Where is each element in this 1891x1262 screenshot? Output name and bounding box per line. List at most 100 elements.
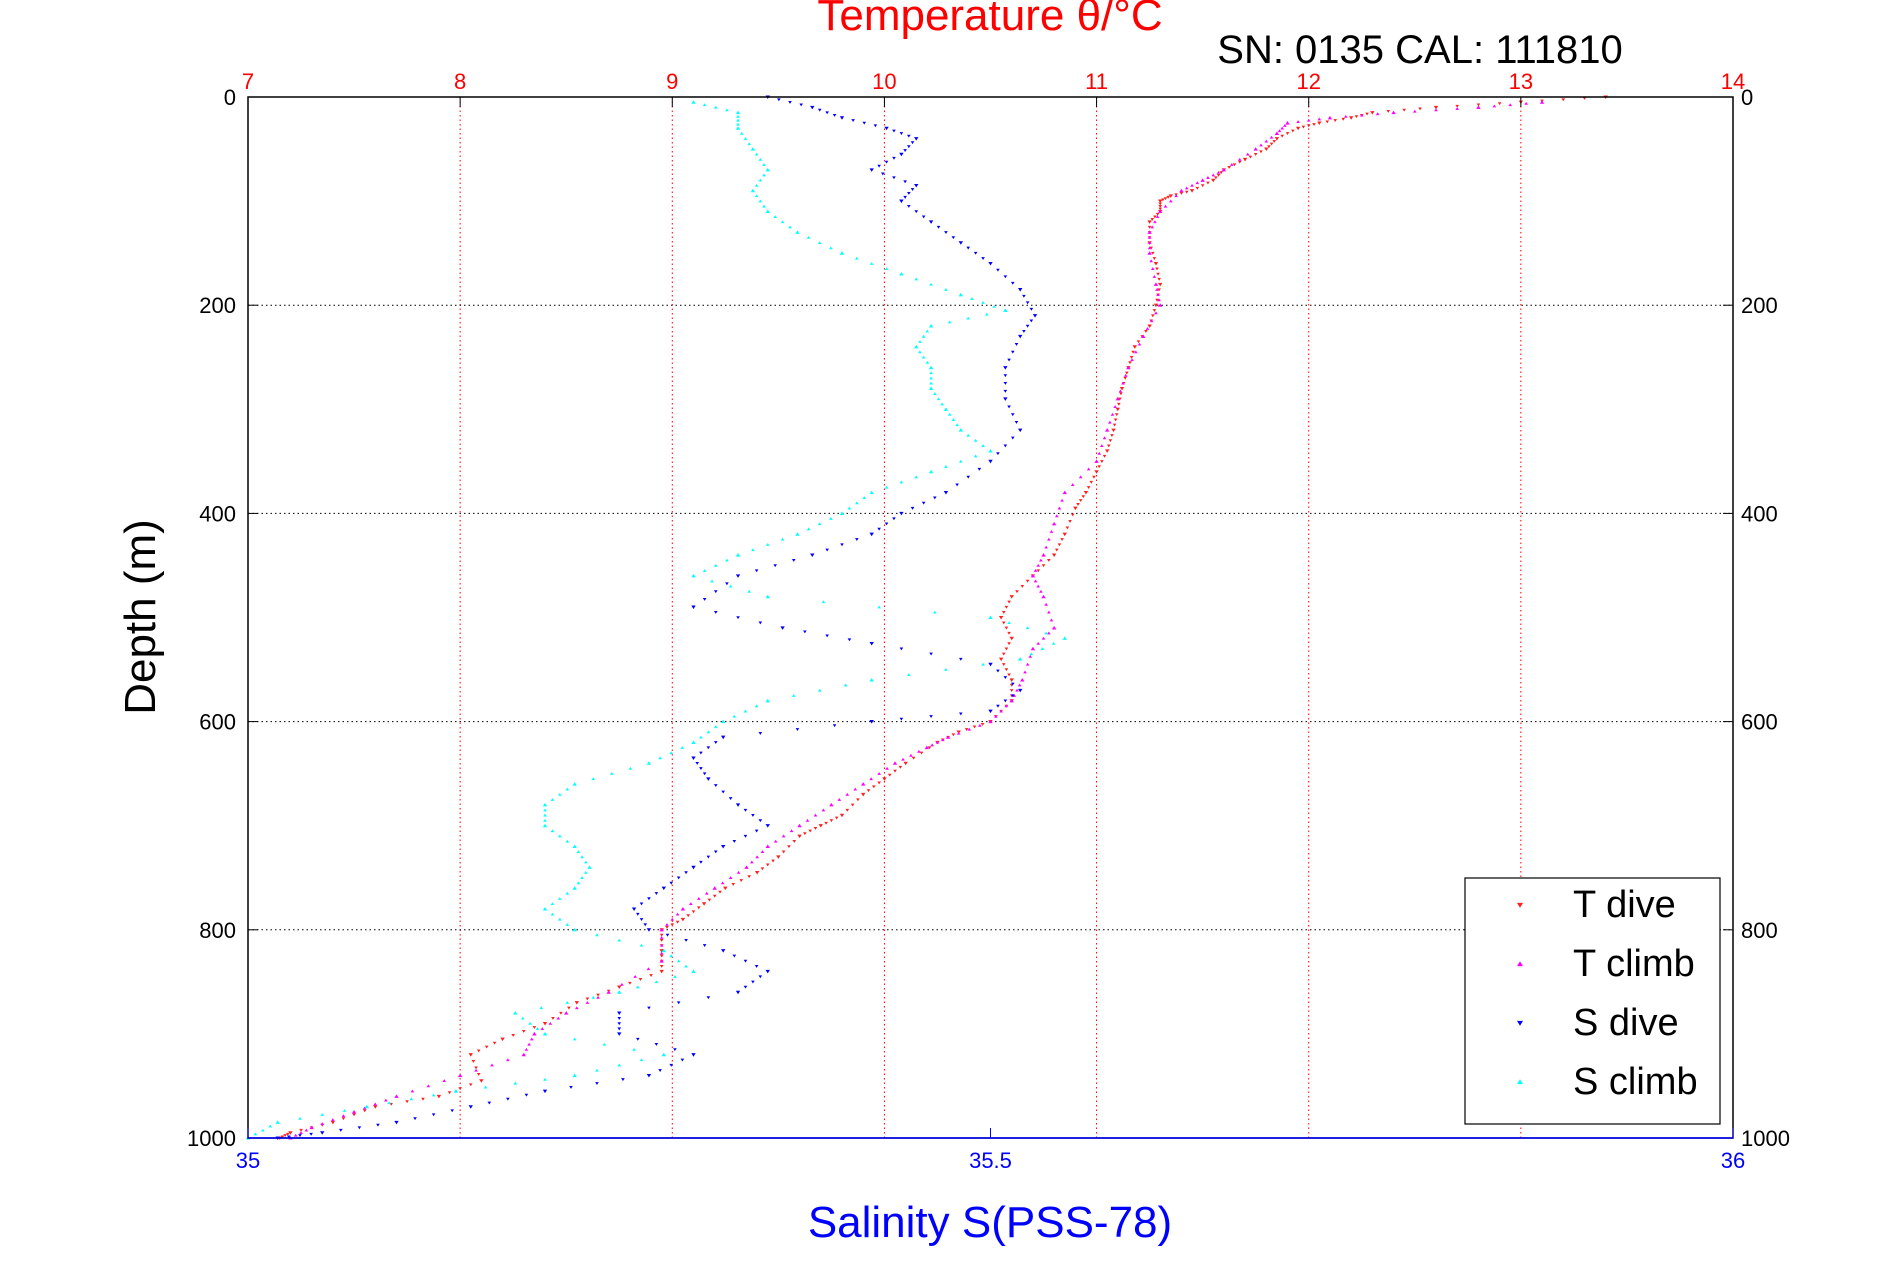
data-point [636,985,640,989]
data-point [829,516,833,520]
data-point [1455,107,1460,110]
left-axis-tick-label: 600 [199,710,236,735]
data-point [1150,251,1155,255]
data-point [331,1118,335,1122]
data-point [929,715,933,719]
data-point [1156,293,1160,297]
data-point [565,839,570,843]
data-point [487,1101,492,1105]
data-point [631,907,637,911]
data-point [1110,434,1114,437]
data-point [1126,365,1131,370]
data-point [744,865,749,869]
data-point [903,149,907,152]
data-point [699,751,703,755]
data-point [1179,192,1184,195]
data-point [506,1097,510,1101]
data-point [1158,303,1163,307]
data-point [1092,475,1096,479]
data-point [1119,392,1123,396]
data-point [1009,698,1014,703]
data-point [806,235,811,239]
data-point [658,1069,662,1072]
data-point [1433,105,1439,110]
data-point [743,834,748,838]
data-point [725,558,729,562]
data-point [342,1109,347,1112]
data-point [773,564,777,568]
data-point [776,855,781,859]
data-point [1184,190,1189,194]
data-point [617,985,622,990]
data-point [747,589,751,593]
data-point [1062,490,1067,495]
data-point [1113,418,1118,422]
data-point [750,147,756,151]
data-point [539,1006,544,1010]
data-point [524,1093,529,1097]
data-point [511,1033,515,1037]
data-point [927,746,932,750]
data-point [654,1043,659,1046]
data-point [483,1085,488,1089]
data-point [1062,636,1067,640]
data-point [633,975,637,978]
right-axis-tick-label: 1000 [1741,1126,1790,1151]
data-point [1029,319,1034,323]
data-point [967,727,972,731]
data-point [832,724,837,728]
data-point [1040,647,1045,650]
data-point [988,719,993,724]
data-point [845,808,850,812]
data-point [421,1097,425,1101]
data-point [728,584,733,588]
data-point [869,532,874,537]
data-point [1018,334,1023,339]
data-point [1115,407,1120,412]
data-point [1301,125,1306,129]
data-point [780,626,785,630]
data-point [410,1089,415,1093]
data-point [283,1134,287,1138]
data-point [543,818,547,822]
data-point [1227,166,1231,169]
data-point [808,829,812,833]
data-point [576,850,581,853]
data-point [1129,355,1134,359]
data-point [944,464,948,468]
data-point [1158,199,1163,204]
data-point [1141,334,1146,338]
data-point [376,1123,380,1127]
data-point [951,733,956,737]
data-point [1017,683,1022,687]
data-point [797,823,802,828]
data-point [304,1128,309,1132]
data-point [669,954,674,958]
data-point [638,977,643,981]
data-point [1132,345,1137,349]
data-point [543,1077,547,1081]
data-point [670,923,675,927]
x-axis-label: Salinity S(PSS-78) [808,1198,1172,1247]
data-point [351,1109,357,1114]
data-point [572,844,577,849]
data-point [1022,329,1026,333]
data-point [268,1124,273,1128]
data-point [1044,602,1048,606]
bottom-axis-tick-label: 35.5 [969,1148,1012,1173]
data-point [929,381,933,385]
data-point [884,126,889,131]
data-point [565,1001,570,1004]
data-point [1111,428,1116,433]
data-point [1216,170,1221,174]
data-point [654,892,659,895]
chart-title: Temperature θ/°C [817,0,1162,40]
data-point [596,993,600,997]
data-point [1102,436,1107,440]
data-point [409,1097,414,1101]
data-point [788,100,792,104]
data-point [320,1122,325,1125]
data-point [453,1089,459,1093]
data-point [919,751,924,755]
data-point [617,1027,622,1031]
